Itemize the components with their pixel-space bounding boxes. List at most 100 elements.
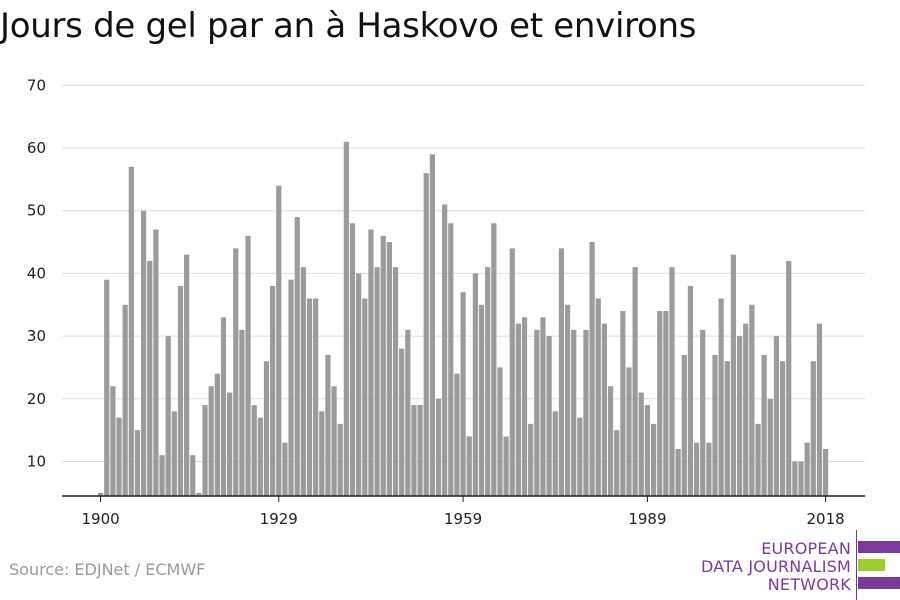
bar-1981 [595,298,601,496]
bar-2007 [755,423,761,496]
bar-1908 [147,260,153,496]
bar-1942 [356,273,362,496]
bar-1975 [558,248,564,496]
bar-1963 [485,267,491,496]
bar-2003 [730,254,737,496]
bar-1993 [669,267,675,496]
bar-1988 [638,392,644,496]
bar-1903 [116,417,122,496]
logo-text-data-journalism: DATA JOURNALISM [701,557,851,576]
bar-1979 [583,329,589,496]
bar-1923 [239,329,245,496]
bar-1907 [141,210,147,497]
bar-1937 [325,354,331,496]
logo-bar-green [858,559,885,571]
bars [98,141,829,497]
bar-1966 [503,436,509,496]
bar-1924 [245,235,251,496]
bar-1912 [171,411,177,496]
bar-1989 [644,405,651,496]
y-tick-label: 10 [27,453,46,471]
bar-1915 [190,455,196,496]
bar-1986 [626,367,632,496]
bar-1980 [589,242,595,496]
bar-1904 [122,304,128,496]
bar-1949 [399,348,405,496]
source-note: Source: EDJNet / ECMWF [9,560,206,579]
x-tick-label: 1929 [260,510,298,528]
bar-1914 [184,254,190,496]
bar-1971 [534,329,540,496]
bar-1911 [165,336,171,496]
bar-1943 [362,298,368,496]
bar-1974 [552,411,558,496]
bar-1985 [620,311,626,496]
bar-1990 [650,423,657,496]
bar-1921 [227,392,233,496]
bar-2015 [804,442,810,496]
bar-2010 [773,336,780,496]
bar-2009 [767,398,773,496]
bar-1992 [663,311,669,496]
x-tick-label: 1959 [444,510,482,528]
bar-1999 [706,442,712,496]
y-tick-label: 50 [27,202,46,220]
x-tick-label: 2018 [806,510,844,528]
bar-1955 [435,398,442,496]
bar-1997 [693,442,700,496]
y-tick-label: 70 [27,76,46,94]
bar-1969 [521,317,528,496]
bar-1919 [214,373,220,496]
bar-1973 [546,336,552,496]
bar-2004 [736,336,743,496]
bar-1948 [392,267,399,496]
bar-2001 [718,298,724,496]
bar-1983 [607,386,614,496]
logo-bar-purple-top [858,541,900,553]
bar-1976 [564,304,571,496]
bar-1961 [472,273,478,496]
x-axis-ticks: 1900 1929 1959 1989 2018 [82,496,845,528]
bar-1928 [270,285,276,496]
bar-1968 [515,323,521,496]
bar-2018 [822,448,829,496]
bar-1950 [405,329,411,496]
bar-1918 [208,386,214,496]
bar-1938 [331,386,337,496]
chart-plot: 10 20 30 40 50 60 70 1900 1929 1959 1989 2018 [27,76,865,528]
bar-1913 [177,285,184,496]
bar-1902 [110,386,116,496]
bar-1931 [288,279,294,496]
bar-2005 [743,323,749,496]
bar-1953 [423,173,429,496]
bar-1977 [571,329,577,496]
logo-text-network: NETWORK [767,575,851,594]
bar-1952 [417,405,423,496]
bar-2017 [816,323,823,496]
bar-1906 [134,430,141,496]
logo-text-european: EUROPEAN [761,539,851,558]
bar-1960 [466,436,472,496]
bar-2002 [724,361,730,496]
logo-separator [856,530,857,600]
bar-1958 [454,373,460,496]
chart-title: Jours de gel par an à Haskovo et environ… [0,6,697,46]
bar-1964 [491,223,497,496]
bar-2011 [779,361,786,496]
bar-1910 [159,455,165,496]
bar-1939 [337,423,343,496]
bar-1954 [429,154,435,496]
bar-1951 [411,405,417,496]
bar-2012 [786,260,792,496]
bar-1984 [614,430,620,496]
y-tick-label: 30 [27,327,46,345]
bar-1995 [681,354,687,496]
bar-1947 [386,242,392,496]
bar-1959 [460,292,466,496]
y-axis-ticks: 10 20 30 40 50 60 70 [27,76,46,470]
bar-2006 [749,304,755,496]
bar-2014 [798,461,804,496]
bar-1916 [196,492,202,496]
y-tick-label: 60 [27,139,46,157]
bar-1972 [540,317,546,496]
